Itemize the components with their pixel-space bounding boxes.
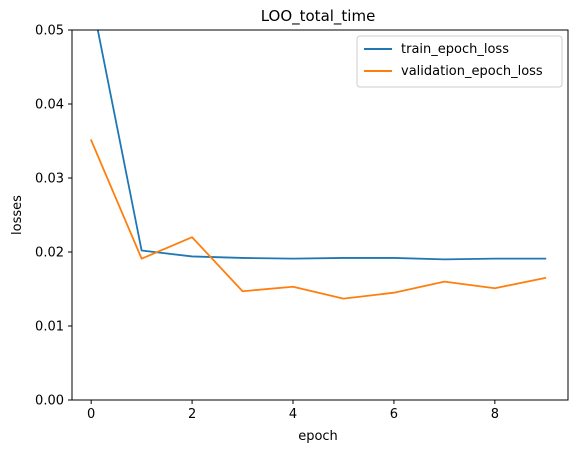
series-line-validation <box>89 139 547 300</box>
x-axis-ticks: 0 2 4 6 8 <box>87 400 499 422</box>
legend-label-train: train_epoch_loss <box>401 42 509 57</box>
legend-box <box>356 35 563 88</box>
x-tick-label: 4 <box>289 407 297 422</box>
legend: train_epoch_loss validation_epoch_loss <box>356 35 563 88</box>
y-tick-label: 0.05 <box>35 24 64 39</box>
y-tick-label: 0.02 <box>35 246 64 261</box>
x-tick-label: 6 <box>390 407 398 422</box>
x-tick-label: 8 <box>491 407 499 422</box>
y-tick-label: 0.03 <box>35 172 64 187</box>
series-line-train <box>96 30 547 261</box>
chart-title: LOO_total_time <box>261 7 376 26</box>
y-axis-ticks: 0.00 0.01 0.02 0.03 0.04 0.05 <box>35 24 72 409</box>
legend-label-validation: validation_epoch_loss <box>401 64 543 79</box>
x-axis-label: epoch <box>298 429 338 444</box>
y-tick-label: 0.00 <box>35 394 64 409</box>
y-tick-label: 0.04 <box>35 98 64 113</box>
x-tick-label: 0 <box>87 407 95 422</box>
y-tick-label: 0.01 <box>35 320 64 335</box>
series-layer <box>89 30 547 300</box>
plot-frame <box>71 29 569 401</box>
y-axis-label: losses <box>10 195 25 235</box>
x-tick-label: 2 <box>188 407 196 422</box>
